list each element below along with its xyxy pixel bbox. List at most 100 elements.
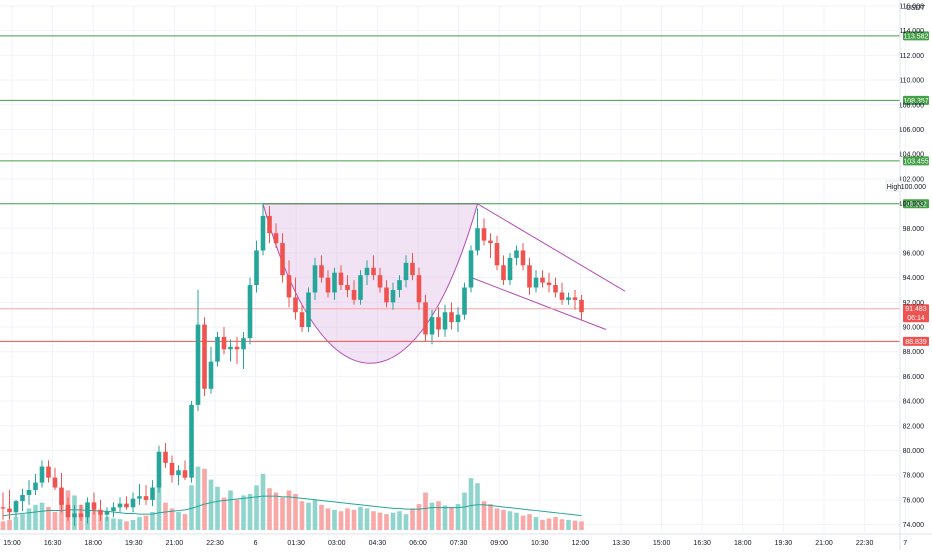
candle-body-down	[501, 265, 506, 281]
volume-bar	[481, 501, 487, 530]
candle-body-down	[494, 243, 500, 266]
candle-body-up	[150, 487, 155, 500]
candle-body-up	[429, 317, 435, 335]
candle-body-up	[306, 292, 311, 328]
volume-bar	[163, 502, 168, 530]
time-tick-label: 10:30	[531, 540, 549, 547]
time-tick-label: 21:00	[166, 540, 184, 547]
candle-body-up	[208, 361, 214, 389]
candle-body-up	[117, 503, 123, 508]
candle-body-down	[377, 275, 383, 288]
volume-bar	[215, 486, 220, 530]
price-tick-label: 112.000	[899, 53, 924, 60]
time-tick-label: 22:30	[856, 540, 874, 547]
candle-body-up	[462, 287, 467, 315]
volume-bar	[410, 508, 415, 530]
volume-bar	[189, 485, 194, 530]
volume-bar	[436, 501, 441, 530]
volume-bar	[449, 506, 454, 530]
candle-body-down	[351, 289, 357, 300]
price-level-label: 88.839	[905, 339, 927, 346]
volume-bar	[293, 494, 298, 530]
candle-body-up	[215, 336, 220, 362]
volume-bar	[338, 511, 344, 530]
candle-body-up	[332, 272, 337, 293]
candle-body-down	[436, 317, 441, 330]
price-axis[interactable]: USDT 74.000 76.000 78.000 80.000 82.000 84.00…	[899, 0, 926, 550]
volume-bar	[371, 511, 376, 530]
volume-bar	[520, 515, 526, 530]
volume-bar	[143, 515, 149, 530]
volume-bar	[403, 514, 409, 530]
volume-bar	[111, 518, 116, 530]
candle-body-up	[514, 250, 519, 258]
volume-bar	[234, 499, 240, 530]
candle-body-up	[390, 289, 396, 303]
candle-body-up	[455, 314, 461, 323]
price-level-label: 113.582	[904, 33, 929, 40]
candle-body-up	[358, 275, 363, 300]
volume-bar	[364, 508, 370, 530]
candle-body-down	[78, 513, 84, 518]
volume-bar	[156, 483, 162, 530]
candle-body-up	[475, 228, 480, 251]
volume-bar	[572, 520, 578, 530]
horizontal-levels[interactable]: 113.582 108.357 103.455 99.982 91.483 06:14 88…	[0, 31, 929, 346]
time-axis[interactable]: 15:00 16:30 18:00 19:30 21:00 22:30 6 01:30 03:0…	[0, 533, 932, 547]
candle-body-down	[169, 462, 175, 476]
price-tick-label: 88.000	[903, 349, 925, 356]
candle-body-down	[371, 267, 376, 276]
candle-body-down	[221, 336, 227, 350]
volume-bar	[514, 512, 519, 530]
candle-body-up	[33, 482, 38, 491]
price-tick-label: 90.000	[903, 325, 925, 332]
volume-bar	[280, 497, 285, 530]
candle-body-down	[410, 262, 415, 276]
candle-body-up	[72, 513, 77, 518]
candle-body-down	[59, 487, 64, 505]
volume-bar	[52, 512, 58, 530]
candle-body-down	[299, 312, 305, 328]
volume-bar	[397, 511, 402, 530]
volume-bar	[546, 518, 552, 530]
price-tick-label: 74.000	[903, 522, 925, 529]
candle-body-down	[91, 502, 97, 510]
candle-body-down	[286, 275, 292, 298]
candle-body-down	[546, 282, 552, 286]
volume-bar	[202, 468, 207, 530]
time-tick-label: 6	[254, 540, 258, 547]
candle-body-down	[325, 277, 331, 293]
volume-bar	[462, 492, 467, 530]
volume-bar	[91, 509, 97, 530]
volume-bar	[358, 506, 363, 530]
price-level-label: 91.483	[905, 306, 927, 313]
volume-bar	[59, 501, 64, 530]
volume-bar	[345, 508, 350, 530]
candle-body-down	[338, 272, 344, 286]
time-tick-label: 18:00	[734, 540, 752, 547]
price-tick-label: 86.000	[903, 374, 925, 381]
price-level-label: 108.357	[903, 98, 928, 105]
time-tick-label: 18:00	[84, 540, 102, 547]
volume-bar	[39, 502, 45, 530]
price-tick-label: 98.000	[903, 226, 925, 233]
price-tick-label: 114.000	[899, 28, 924, 35]
volume-bar	[488, 504, 493, 530]
volume-bar	[442, 505, 448, 530]
price-level-box	[903, 156, 929, 166]
volume-bar	[33, 504, 38, 530]
time-tick-label: 22:30	[206, 540, 224, 547]
price-tick-label: 78.000	[903, 473, 925, 480]
volume-bar	[494, 508, 500, 530]
volume-bar	[221, 497, 227, 530]
price-level-box	[903, 336, 929, 346]
volume-bar	[208, 479, 214, 530]
high-marker: High 100.000	[885, 180, 926, 192]
volume-bar	[533, 517, 539, 530]
time-tick-label: 16:30	[693, 540, 711, 547]
time-tick-label: 06:00	[409, 540, 427, 547]
candle-body-down	[579, 299, 584, 313]
volume-bar	[117, 519, 123, 530]
